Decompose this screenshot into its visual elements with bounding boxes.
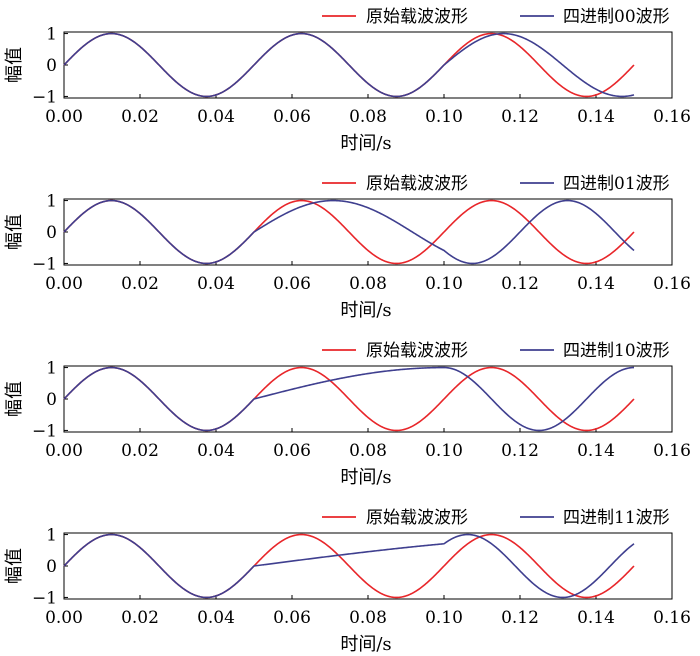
x-tick-label: 0.16 — [653, 441, 691, 461]
series-line-2 — [63, 533, 635, 599]
y-tick-label: 1 — [46, 192, 57, 212]
chart-panel-2: 0.00 0.02 0.04 0.06 0.08 0.10 0.12 0.14 0.16 1 0 −1… — [4, 174, 691, 321]
x-tick-label: 0.04 — [197, 441, 235, 461]
x-tick-label: 0.02 — [121, 608, 159, 628]
legend-label-1: 原始载波波形 — [366, 174, 468, 194]
x-tick-label: 0.08 — [349, 274, 387, 294]
y-axis-title: 幅值 — [4, 381, 25, 417]
y-tick-label: 1 — [46, 526, 57, 546]
chart-panel-3: 0.00 0.02 0.04 0.06 0.08 0.10 0.12 0.14 0.16 1 0 −1… — [4, 341, 691, 488]
chart-panel-4: 0.00 0.02 0.04 0.06 0.08 0.10 0.12 0.14 0.16 1 0 −1… — [4, 508, 691, 655]
x-tick-label: 0.16 — [653, 107, 691, 127]
x-axis-title: 时间/s — [340, 133, 391, 154]
y-tick-label: −1 — [32, 421, 57, 441]
x-tick-label: 0.08 — [349, 608, 387, 628]
legend-label-2: 四进制10波形 — [563, 341, 670, 361]
x-axis-title: 时间/s — [340, 634, 391, 655]
plot-frame — [63, 198, 673, 266]
series-line-2 — [63, 199, 635, 265]
x-tick-label: 0.04 — [197, 274, 235, 294]
x-axis-title: 时间/s — [340, 467, 391, 488]
series-line-2 — [63, 366, 635, 432]
x-tick-label: 0.14 — [577, 107, 615, 127]
y-axis-title: 幅值 — [4, 548, 25, 584]
legend-label-1: 原始载波波形 — [366, 341, 468, 361]
x-tick-label: 0.06 — [273, 274, 311, 294]
x-tick-label: 0.16 — [653, 608, 691, 628]
y-tick-label: 0 — [46, 557, 57, 577]
x-tick-label: 0.10 — [425, 107, 463, 127]
x-tick-label: 0.10 — [425, 441, 463, 461]
x-tick-label: 0.12 — [501, 608, 539, 628]
x-tick-label: 0.00 — [45, 441, 83, 461]
y-tick-label: 0 — [46, 390, 57, 410]
x-tick-label: 0.12 — [501, 441, 539, 461]
y-axis-title: 幅值 — [4, 214, 25, 250]
x-tick-label: 0.12 — [501, 107, 539, 127]
x-tick-label: 0.06 — [273, 441, 311, 461]
x-tick-label: 0.02 — [121, 441, 159, 461]
x-tick-label: 0.16 — [653, 274, 691, 294]
x-tick-label: 0.08 — [349, 107, 387, 127]
x-tick-label: 0.08 — [349, 441, 387, 461]
x-tick-label: 0.00 — [45, 274, 83, 294]
plot-frame — [63, 532, 673, 600]
x-tick-label: 0.00 — [45, 608, 83, 628]
y-tick-label: −1 — [32, 254, 57, 274]
y-tick-label: −1 — [32, 588, 57, 608]
x-tick-label: 0.06 — [273, 608, 311, 628]
legend-label-2: 四进制11波形 — [563, 508, 670, 528]
y-tick-label: 1 — [46, 25, 57, 45]
x-tick-label: 0.12 — [501, 274, 539, 294]
x-tick-label: 0.04 — [197, 107, 235, 127]
x-tick-label: 0.02 — [121, 274, 159, 294]
x-tick-label: 0.14 — [577, 274, 615, 294]
x-tick-label: 0.10 — [425, 608, 463, 628]
x-tick-label: 0.14 — [577, 441, 615, 461]
x-tick-label: 0.10 — [425, 274, 463, 294]
y-tick-label: 0 — [46, 56, 57, 76]
x-tick-label: 0.02 — [121, 107, 159, 127]
chart-panel-1: 0.00 0.02 0.04 0.06 0.08 0.10 0.12 0.14 0.16 1 0 −1… — [4, 7, 691, 154]
y-axis-title: 幅值 — [4, 47, 25, 83]
legend-label-1: 原始载波波形 — [366, 508, 468, 528]
legend-label-2: 四进制01波形 — [563, 174, 670, 194]
series-line-1 — [63, 533, 635, 599]
series-line-2 — [63, 32, 635, 98]
x-tick-label: 0.14 — [577, 608, 615, 628]
x-tick-label: 0.00 — [45, 107, 83, 127]
x-axis-title: 时间/s — [340, 300, 391, 321]
x-tick-label: 0.06 — [273, 107, 311, 127]
legend-label-2: 四进制00波形 — [563, 7, 670, 27]
x-tick-label: 0.04 — [197, 608, 235, 628]
y-tick-label: 1 — [46, 359, 57, 379]
y-tick-label: 0 — [46, 223, 57, 243]
legend-label-1: 原始载波波形 — [366, 7, 468, 27]
plot-frame — [63, 31, 673, 99]
plot-frame — [63, 365, 673, 433]
series-line-1 — [63, 199, 635, 265]
y-tick-label: −1 — [32, 87, 57, 107]
